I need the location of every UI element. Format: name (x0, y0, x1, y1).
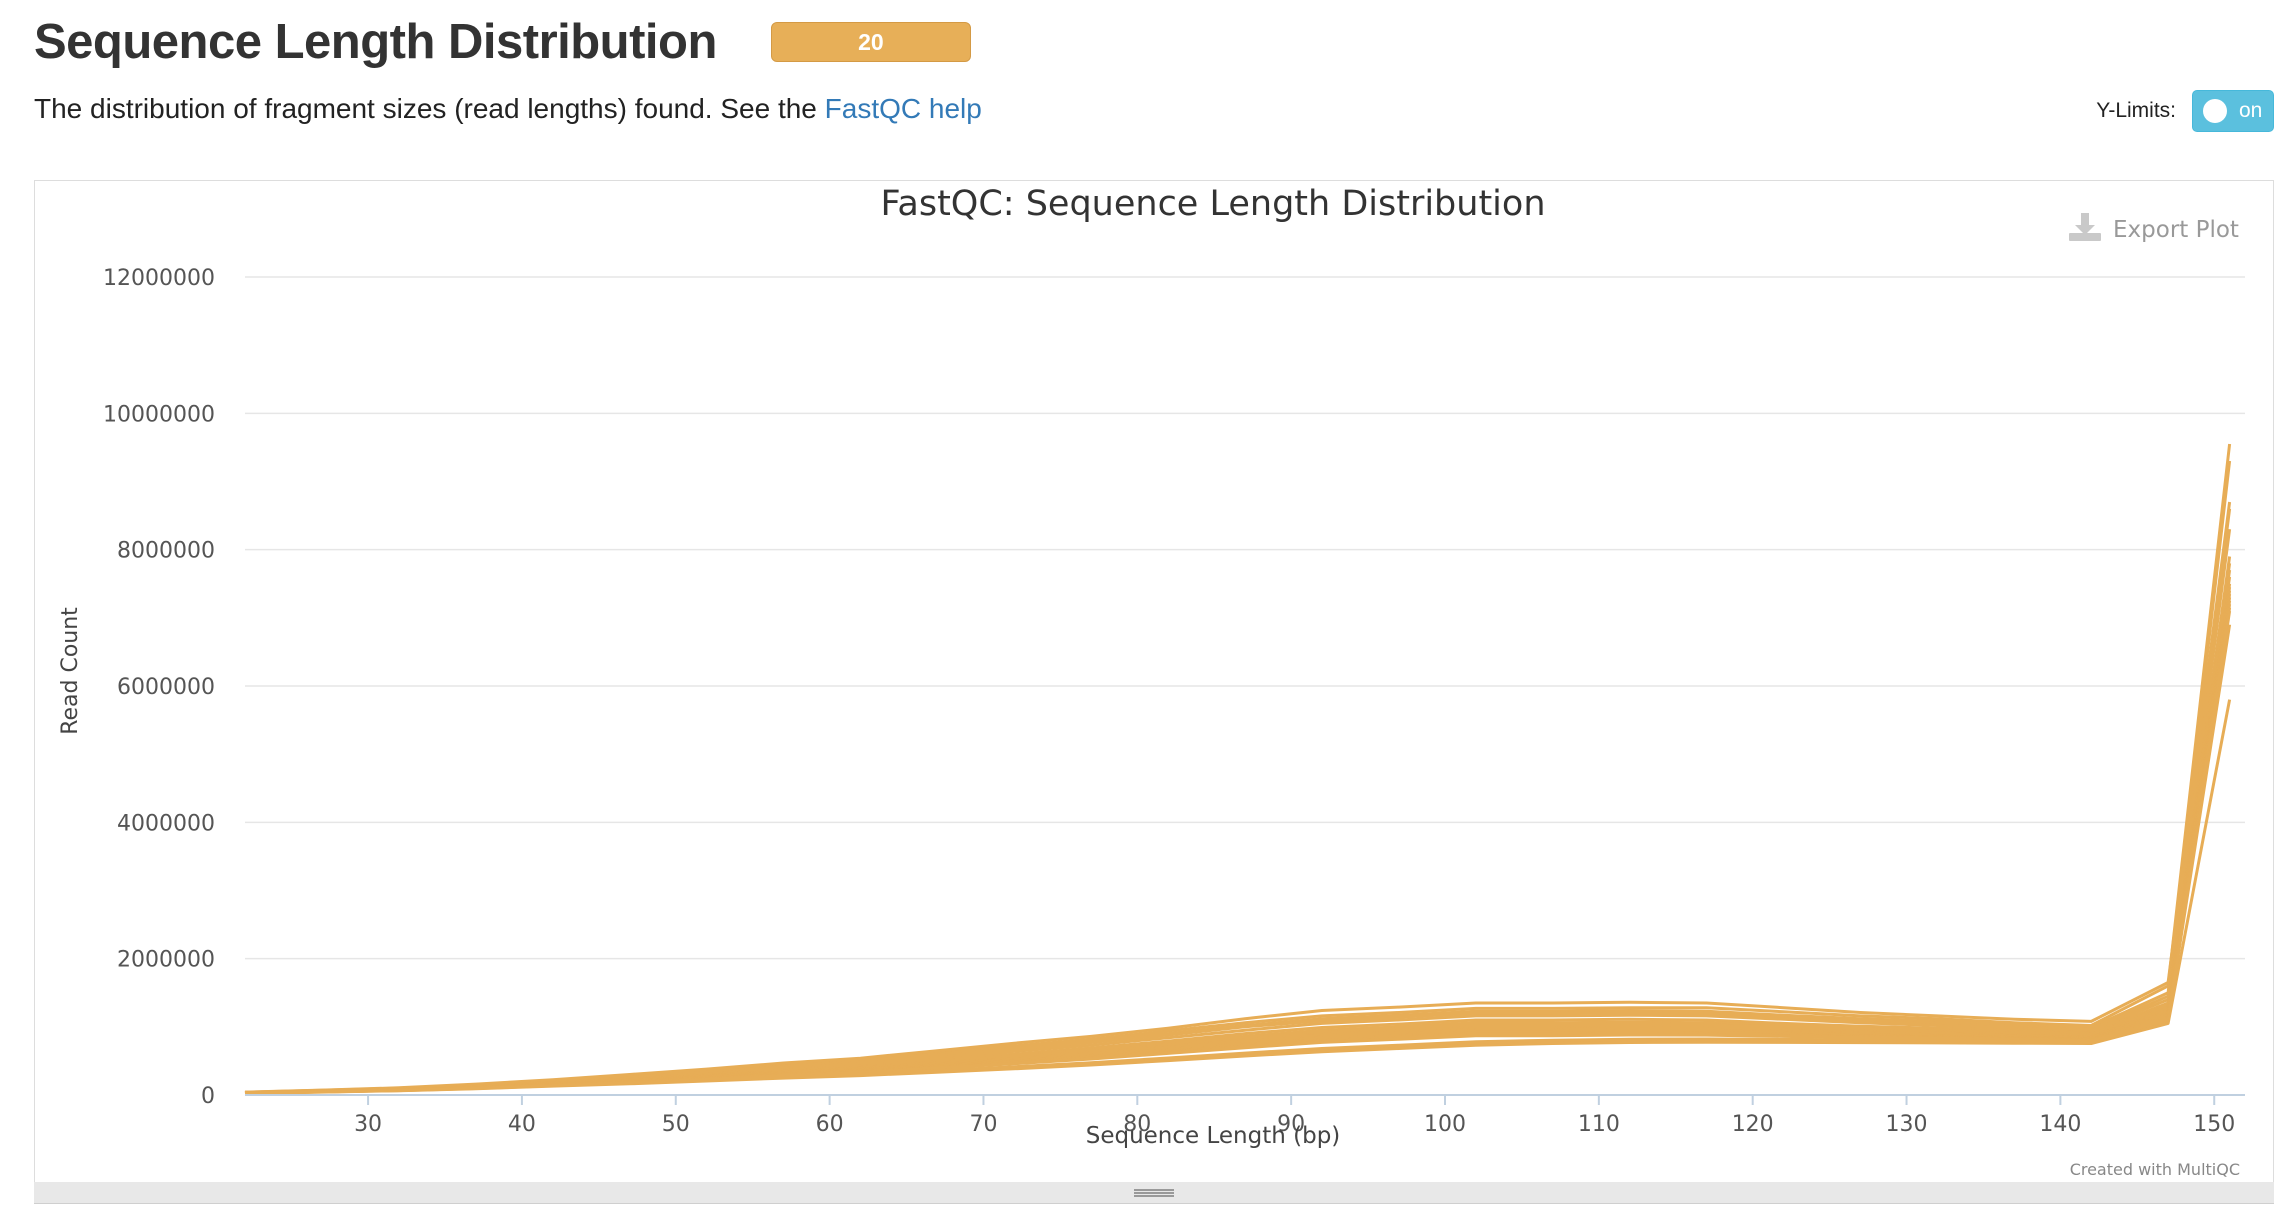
grid-lines (245, 276, 2245, 960)
y-tick-label: 0 (201, 1084, 215, 1109)
y-tick-label: 4000000 (117, 811, 215, 836)
series-line[interactable] (244, 563, 2232, 1095)
line-chart: 0 2000000 4000000 6000000 8000000 10000000 120… (58, 184, 2245, 1179)
x-tick-label: 120 (1732, 1112, 1774, 1137)
x-tick-label: 70 (969, 1112, 997, 1137)
export-plot-label: Export Plot (2113, 217, 2239, 243)
x-axis-label: Sequence Length (bp) (1086, 1123, 1341, 1149)
x-tick-label: 100 (1424, 1112, 1466, 1137)
sample-count-badge[interactable]: 20 (770, 22, 971, 62)
x-tick-label: 90 (1277, 1112, 1305, 1137)
multiqc-credit: Created with MultiQC (2070, 1160, 2240, 1179)
download-icon (2069, 213, 2101, 241)
grip-icon (1134, 1188, 1174, 1197)
series-line[interactable] (244, 501, 2232, 1094)
x-tick-label: 110 (1578, 1112, 1620, 1137)
series-line[interactable] (244, 529, 2232, 1095)
axes: 0 2000000 4000000 6000000 8000000 10000000 120… (103, 266, 2245, 1137)
x-tick-label: 30 (354, 1112, 382, 1137)
section-description: The distribution of fragment sizes (read… (34, 93, 982, 125)
series-line[interactable] (244, 556, 2232, 1095)
x-tick-label: 40 (508, 1112, 536, 1137)
section-heading: Sequence Length Distribution 20 (34, 14, 971, 70)
y-tick-label: 8000000 (117, 539, 215, 564)
x-tick-label: 60 (816, 1112, 844, 1137)
series-line[interactable] (244, 460, 2232, 1094)
plot-resize-handle[interactable] (34, 1182, 2274, 1204)
toggle-state-text: on (2239, 99, 2263, 122)
chart-title: FastQC: Sequence Length Distribution (880, 184, 1545, 224)
series-line[interactable] (244, 443, 2232, 1094)
description-text: The distribution of fragment sizes (read… (34, 93, 825, 124)
ylimits-label: Y-Limits: (2096, 99, 2176, 122)
section-title: Sequence Length Distribution (34, 15, 717, 69)
plot-container: 0 2000000 4000000 6000000 8000000 10000000 120… (34, 180, 2274, 1184)
fastqc-help-link[interactable]: FastQC help (824, 93, 982, 124)
y-axis-label: Read Count (58, 607, 83, 735)
series-line[interactable] (244, 624, 2232, 1095)
y-tick-label: 2000000 (117, 948, 215, 973)
series-line[interactable] (244, 508, 2232, 1094)
x-tick-label: 140 (2039, 1112, 2081, 1137)
x-tick-label: 50 (662, 1112, 690, 1137)
export-plot-button[interactable]: Export Plot (2069, 213, 2239, 243)
x-tick-label: 130 (1886, 1112, 1928, 1137)
y-tick-label: 10000000 (103, 402, 215, 427)
ylimits-control: Y-Limits: on (2096, 90, 2274, 132)
ylimits-toggle[interactable]: on (2192, 90, 2274, 132)
toggle-knob (2203, 99, 2227, 123)
x-tick-label: 150 (2193, 1112, 2235, 1137)
x-tick-label: 80 (1123, 1112, 1151, 1137)
series-lines (244, 443, 2232, 1095)
y-tick-label: 12000000 (103, 266, 215, 291)
y-tick-label: 6000000 (117, 675, 215, 700)
